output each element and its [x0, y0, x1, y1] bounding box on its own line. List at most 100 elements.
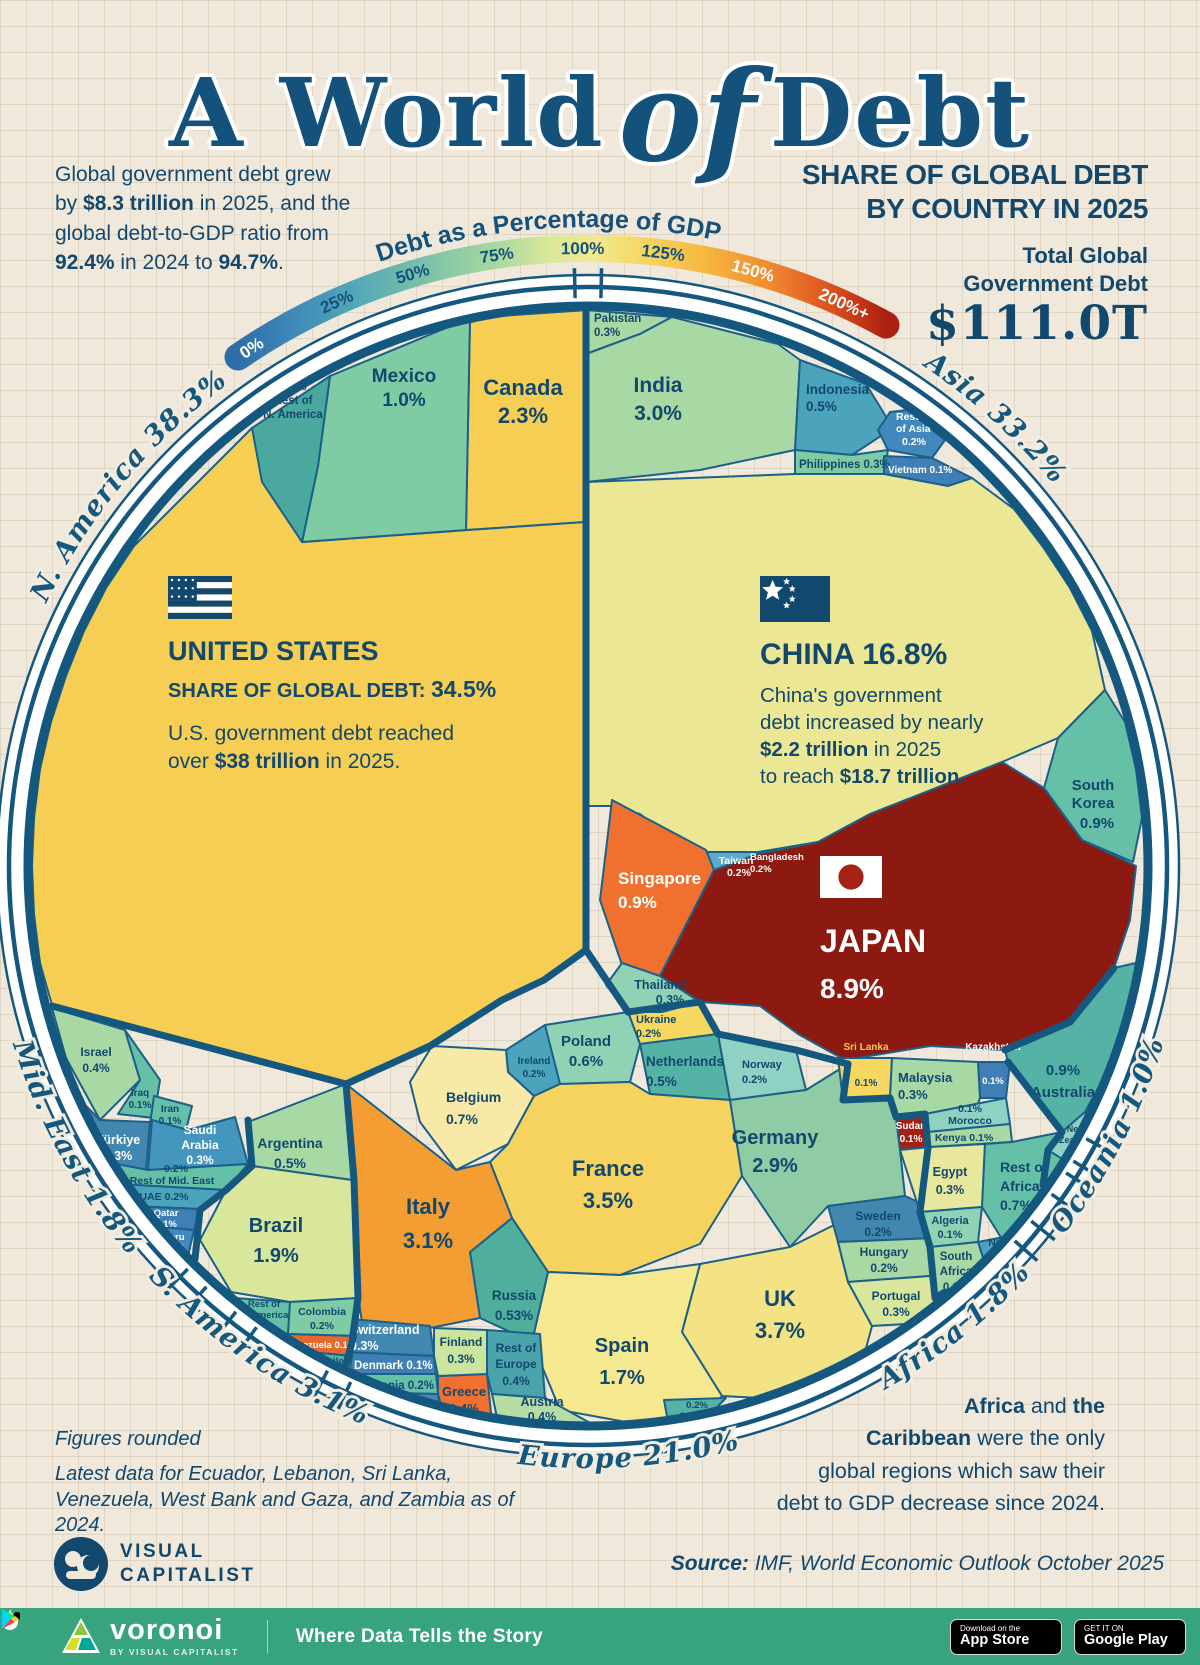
cell-finland	[433, 1327, 488, 1377]
cell-labels-morocco: 0.1%Morocco	[948, 1103, 992, 1127]
cell-labels-uae: UAE 0.2%	[139, 1191, 189, 1203]
iran-label: 0.1%	[159, 1116, 182, 1127]
india-label: India	[633, 374, 682, 397]
saudi-arabia-label: Arabia	[181, 1138, 219, 1152]
cell-labels-spain: Spain 1.7%	[595, 1335, 649, 1389]
cell-labels-poland: Poland 0.6%	[561, 1033, 611, 1070]
cell-labels-rest-of-mid-east: 0.2%Rest of Mid. East	[130, 1163, 215, 1187]
brand-word-capitalist: CAPITALIST	[120, 1565, 256, 1586]
cell-labels-france: France 3.5%	[572, 1156, 644, 1213]
italy-label: 3.1%	[403, 1228, 453, 1253]
hungary-label: Hungary	[860, 1245, 909, 1259]
germany-label: 2.9%	[752, 1155, 798, 1177]
cell-labels-singapore: Singapore 0.9%	[618, 869, 701, 912]
cell-labels-united-states: UNITED STATES SHARE OF GLOBAL DEBT: 34.5%…	[168, 576, 496, 773]
latest-data-note: Latest data for Ecuador, Lebanon, Sri La…	[55, 1463, 515, 1537]
finland-label: Finland	[440, 1335, 483, 1349]
china-label: $2.2 trillion in 2025	[760, 738, 941, 761]
sudan-label: 0.1%	[900, 1134, 923, 1145]
page-title: A World of Debt	[0, 30, 1200, 190]
cell-labels-colombia: Colombia 0.2%	[298, 1306, 346, 1332]
sudan-label: Sudan	[896, 1121, 927, 1132]
cell-labels-israel: Israel 0.4%	[80, 1045, 111, 1075]
ukraine-label: Ukraine	[636, 1014, 676, 1026]
sri-lanka-label: 0.1%	[855, 1078, 878, 1089]
subtitle: SHARE OF GLOBAL DEBT BY COUNTRY IN 2025	[801, 159, 1149, 225]
rest-of-asia-label: 0.2%	[902, 436, 927, 448]
cell-iraq	[117, 1029, 161, 1119]
ireland-label: Ireland	[518, 1056, 551, 1067]
ring-outer	[0, 273, 1181, 1459]
indonesia-label: 0.5%	[806, 399, 837, 414]
france-label: 3.5%	[583, 1188, 633, 1213]
visual-capitalist-wordmark: VISUAL CAPITALIST	[120, 1540, 255, 1588]
morocco-label: 0.1%	[958, 1103, 983, 1115]
algeria-label: Algeria	[931, 1215, 969, 1227]
canada-label: Canada	[483, 375, 563, 400]
cell-labels-australia: 0.9% Australia	[1031, 1062, 1096, 1101]
portugal-label: Portugal	[872, 1289, 921, 1303]
poland-label: 0.6%	[569, 1053, 603, 1070]
voronoi-wordmark: voronoi	[110, 1614, 224, 1646]
japan-label: 8.9%	[820, 973, 884, 1004]
cell-indonesia	[794, 359, 894, 456]
russia-label: Russia	[492, 1288, 537, 1303]
south-korea-label: South	[1072, 777, 1115, 794]
malaysia-label: Malaysia	[898, 1070, 953, 1085]
denmark-label: Denmark 0.1%	[354, 1360, 433, 1372]
rest-of-europe-label: Europe	[495, 1357, 537, 1371]
google-play-badge[interactable]: GET IT ON Google Play	[2, 1609, 1186, 1655]
title-part-2: of	[618, 44, 756, 190]
japan-label: JAPAN	[820, 923, 926, 959]
mexico-label: Mexico	[372, 366, 436, 387]
argentina-label: 0.5%	[274, 1155, 306, 1171]
czechia-label: 0.2%	[686, 1400, 708, 1411]
thailand-label: Thailand	[634, 978, 685, 992]
mexico-label: 1.0%	[382, 390, 425, 411]
app-store-badge[interactable]: Download on the App Store	[2, 1610, 1062, 1655]
israel-label: 0.4%	[82, 1061, 110, 1075]
china-label: China's government	[760, 684, 942, 707]
cell-labels-kenya: Kenya 0.1%	[935, 1132, 994, 1144]
switzerland-label: 0.3%	[350, 1339, 379, 1353]
argentina-label: Argentina	[257, 1135, 323, 1151]
ring-white-band	[0, 275, 1179, 1457]
iraq-label: Iraq	[131, 1088, 149, 1099]
cell-labels-finland: Finland 0.3%	[440, 1335, 483, 1366]
cell-labels-rest-of-africa: Rest of Africa 0.7%	[1000, 1159, 1048, 1213]
footer-divider	[266, 1619, 268, 1654]
cell-saudi-arabia	[147, 1116, 249, 1171]
colombia-label: Colombia	[298, 1306, 346, 1318]
cell-labels-sri-lanka: Sri Lanka 0.1%	[843, 1042, 888, 1089]
rest-of-asia-label: of Asia	[896, 423, 931, 435]
india-label: 3.0%	[634, 402, 682, 425]
voronoi-sub-brand: BY VISUAL CAPITALIST	[110, 1647, 239, 1657]
bangladesh-label: 0.2%	[750, 864, 772, 875]
kazakhstan-label: 0.1%	[982, 1076, 1004, 1087]
colombia-label: 0.2%	[310, 1320, 335, 1332]
singapore-label: 0.9%	[618, 893, 657, 912]
pakistan-label: Pakistan	[594, 313, 641, 325]
egypt-label: 0.3%	[936, 1183, 965, 1197]
cell-labels-netherlands: Netherlands 0.5%	[646, 1054, 724, 1089]
philippines-label: Philippines 0.3%	[799, 459, 890, 471]
sri-lanka-label: Sri Lanka	[843, 1042, 888, 1053]
title-part-1: A World	[169, 58, 605, 169]
cell-labels-algeria: Algeria 0.1%	[931, 1215, 969, 1241]
hungary-label: 0.2%	[870, 1261, 898, 1275]
google-play-icon	[2, 1609, 19, 1629]
cell-labels-china: CHINA 16.8% China's government debt increa…	[760, 576, 984, 788]
austria-label: 0.4%	[528, 1410, 557, 1424]
gdp-gauge-band	[224, 234, 900, 371]
taiwan-label: 0.2%	[727, 867, 752, 879]
switzerland-label: Switzerland	[350, 1323, 419, 1337]
belgium-label: Belgium	[446, 1089, 501, 1105]
rest-of-s-america-label: Rest of	[248, 1299, 281, 1310]
cell-labels-vietnam: Vietnam 0.1%	[888, 465, 952, 476]
cell-labels-sweden: Sweden 0.2%	[855, 1209, 900, 1239]
portugal-label: 0.3%	[882, 1305, 910, 1319]
